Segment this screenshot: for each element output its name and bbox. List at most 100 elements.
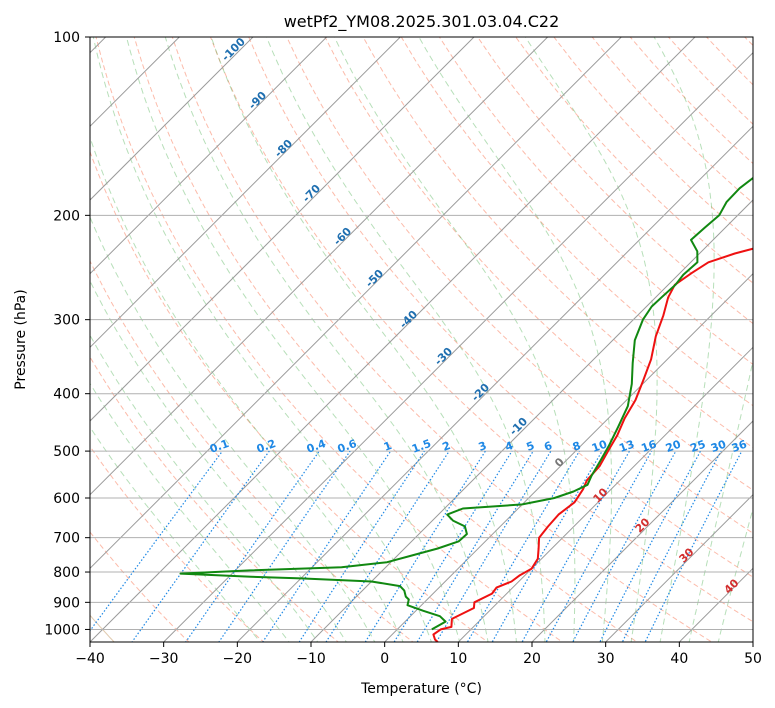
- mixing-ratio-line: [90, 450, 223, 632]
- dry-adiabat-line: [286, 37, 753, 534]
- moist-adiabat-line: [717, 506, 753, 642]
- dry-adiabat-line: [90, 356, 339, 642]
- moist-adiabat-line: [125, 37, 461, 642]
- x-tick-label: 10: [449, 651, 467, 667]
- y-tick-label: 800: [53, 565, 80, 581]
- dry-adiabat-line: [90, 531, 190, 642]
- mixing-ratio-label: 2: [441, 439, 453, 454]
- dewpoint-profile-line: [179, 176, 753, 631]
- dry-adiabat-line: [400, 37, 753, 407]
- isotherm-line: [90, 37, 696, 642]
- moist-adiabat-line: [265, 37, 546, 642]
- plot-frame: [89, 36, 754, 643]
- dry-adiabat-line: [171, 37, 713, 642]
- mixing-ratio-label: 0.6: [336, 437, 359, 456]
- dry-adiabat-line: [438, 37, 753, 366]
- moist-adiabat-line: [164, 37, 489, 642]
- profiles: [179, 176, 753, 642]
- moist-adiabat-line: [524, 37, 658, 642]
- mixing-ratio-label: 0.4: [305, 437, 328, 456]
- mixing-ratio-label: 1: [382, 439, 394, 454]
- mixing-ratio-label: 0.2: [255, 437, 278, 456]
- moist-adiabat-line: [92, 37, 432, 642]
- dry-adiabat-line: [90, 150, 489, 642]
- isotherm-line: [90, 37, 402, 349]
- mixing-ratio-line: [185, 450, 320, 642]
- y-tick-label: 900: [53, 595, 80, 611]
- y-tick-label: 600: [53, 491, 80, 507]
- x-tick-label: 20: [523, 651, 541, 667]
- mixing-ratio-line: [621, 450, 722, 642]
- x-tick-label: −20: [223, 651, 253, 667]
- mixing-ratio-label: 0.1: [208, 437, 231, 456]
- mixing-ratio-line: [644, 450, 743, 642]
- y-tick-label: 1000: [44, 622, 80, 638]
- moist-adiabat-line: [688, 358, 753, 642]
- dry-adiabat-line: [133, 37, 638, 642]
- x-axis-title: Temperature (°C): [360, 681, 482, 697]
- moist-adiabat-line: [90, 426, 261, 642]
- mixing-ratio-label: 5: [525, 439, 537, 454]
- isotherm-line: [457, 346, 753, 642]
- isotherm-line: [310, 199, 753, 642]
- axis-ticks: −40 −30 −20 −10 0 10 20 30 40 5010020030040050060…: [44, 30, 762, 667]
- mixing-ratio-line: [491, 450, 603, 642]
- y-tick-label: 500: [53, 444, 80, 460]
- x-tick-label: 50: [744, 651, 762, 667]
- mixing-ratio-label: 13: [617, 438, 636, 455]
- moist-adiabat-line: [90, 215, 376, 642]
- isotherm-line: [90, 37, 328, 275]
- mixing-ratio-line: [521, 450, 631, 642]
- isotherm-line: [90, 37, 623, 570]
- mixing-ratio-label: 10: [590, 438, 609, 456]
- isotherm-line: [90, 37, 254, 201]
- mixing-ratio-label: 25: [689, 438, 708, 455]
- moist-adiabat-line: [90, 334, 319, 642]
- plot-area: 0.1 0.2 0.4 0.6 1 1.5 2 3 4 5 6 8 10 13 16 20 25 30 36-100…: [90, 37, 753, 642]
- y-tick-label: 400: [53, 387, 80, 403]
- moist-adiabat-line: [418, 37, 613, 642]
- isotherm-line: [383, 272, 753, 642]
- mixing-ratio-line: [262, 450, 392, 642]
- mixing-ratio-label: 36: [730, 438, 749, 456]
- mixing-ratio-line: [364, 450, 486, 642]
- moist-adiabat-line: [653, 37, 715, 642]
- isotherm-line: [90, 37, 475, 422]
- y-tick-label: 100: [53, 30, 80, 46]
- x-tick-label: 40: [670, 651, 688, 667]
- mixing-ratio-line: [599, 450, 702, 642]
- mixing-ratio-line: [325, 450, 450, 642]
- mixing-ratio-line: [218, 450, 351, 642]
- dry-adiabat-line: [248, 37, 753, 578]
- moist-adiabat-line: [210, 37, 518, 642]
- mixing-ratio-label: 16: [640, 438, 659, 456]
- mixing-ratio-line: [466, 450, 580, 642]
- chart-title: wetPf2_YM08.2025.301.03.04.C22: [284, 12, 560, 32]
- moist-adiabat-line: [90, 279, 347, 642]
- moist-adiabat-line: [333, 37, 576, 642]
- y-tick-label: 200: [53, 208, 80, 224]
- isotherm-line: [90, 37, 549, 496]
- isotherm-line: [531, 420, 753, 642]
- x-tick-label: −10: [296, 651, 326, 667]
- mixing-ratio-label: 4: [503, 439, 515, 454]
- x-tick-label: −40: [75, 651, 105, 667]
- moist-adiabat-line: [90, 135, 404, 642]
- mixing-ratio-line: [298, 450, 425, 642]
- y-axis-title: Pressure (hPa): [13, 289, 29, 389]
- dry-adiabat-line: [90, 259, 414, 642]
- isotherms: [90, 37, 753, 642]
- mixing-ratio-label: 1.5: [410, 437, 433, 456]
- mixing-ratio-label: 30: [709, 438, 728, 456]
- dry-adiabat-line: [95, 37, 564, 642]
- x-tick-label: 30: [597, 651, 615, 667]
- isotherm-line: [236, 125, 753, 642]
- isotherm-line: [162, 51, 753, 642]
- isotherm-line: [604, 493, 753, 642]
- dry-adiabat-line: [324, 37, 753, 491]
- mixing-ratio-lines: [90, 450, 743, 642]
- y-tick-label: 700: [53, 531, 80, 547]
- y-tick-label: 300: [53, 313, 80, 329]
